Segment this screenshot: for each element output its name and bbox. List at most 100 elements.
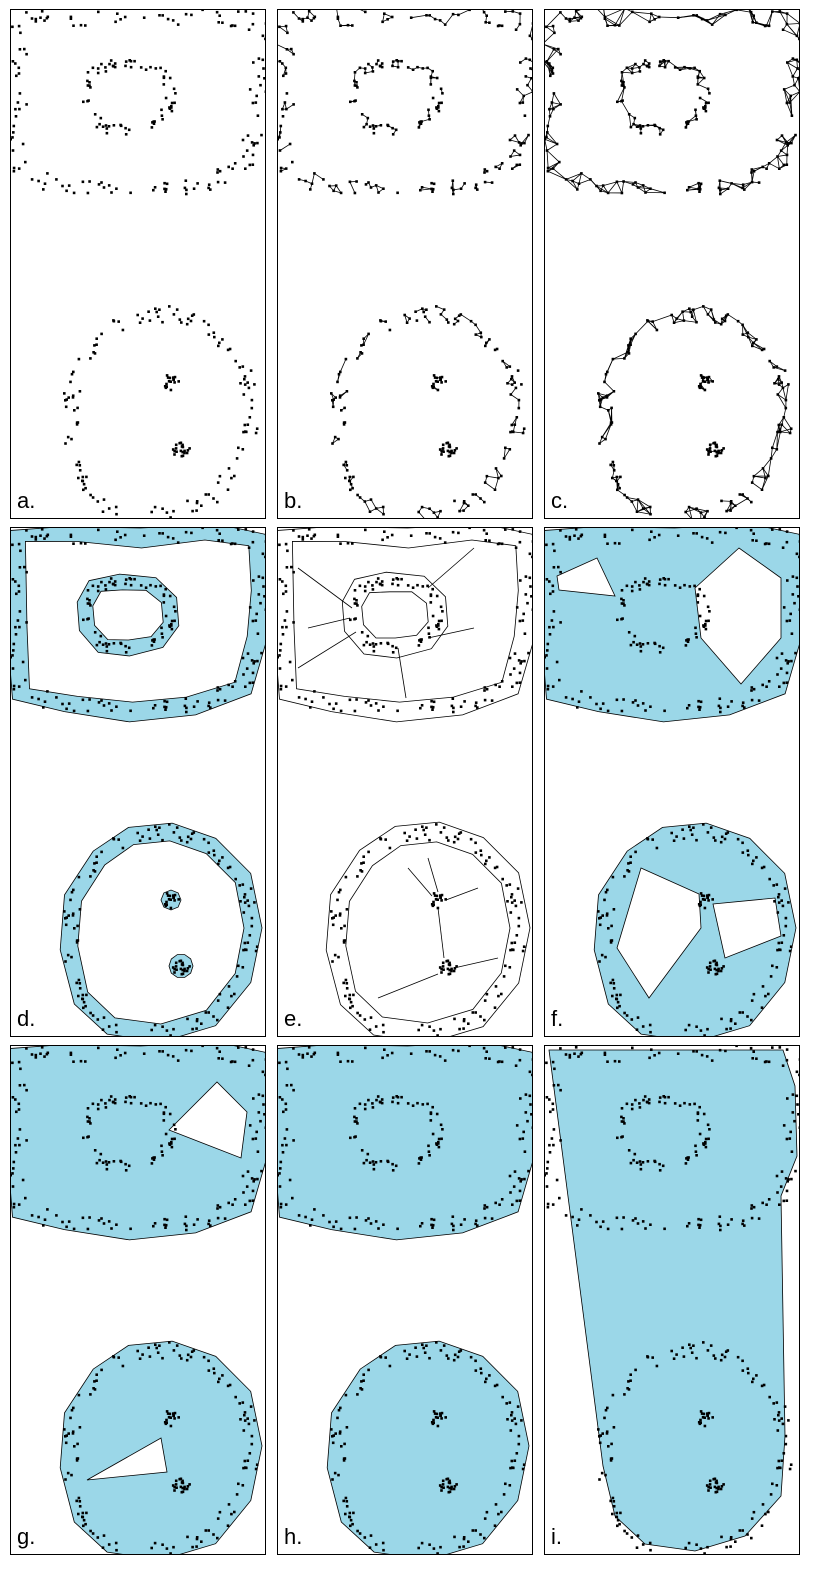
data-point bbox=[707, 381, 710, 384]
data-point bbox=[160, 626, 163, 630]
data-point bbox=[639, 1163, 643, 1166]
data-point bbox=[430, 903, 434, 906]
data-point bbox=[374, 1543, 378, 1546]
data-point bbox=[278, 60, 282, 63]
data-point bbox=[683, 1101, 686, 1105]
data-point bbox=[419, 1224, 422, 1228]
graph-edge bbox=[792, 58, 799, 63]
data-point bbox=[772, 884, 775, 887]
data-point bbox=[207, 1369, 211, 1372]
data-point bbox=[207, 704, 210, 708]
data-point bbox=[363, 1536, 367, 1539]
data-point bbox=[463, 700, 466, 703]
data-point bbox=[767, 680, 771, 683]
data-point bbox=[706, 1412, 709, 1415]
data-point bbox=[356, 493, 359, 497]
data-point bbox=[708, 92, 711, 95]
data-point bbox=[391, 64, 394, 68]
data-point bbox=[648, 1056, 651, 1060]
data-point bbox=[141, 1353, 144, 1356]
data-point bbox=[686, 706, 689, 710]
data-point bbox=[651, 320, 654, 323]
data-point bbox=[485, 14, 488, 17]
data-point bbox=[510, 895, 513, 899]
data-point bbox=[510, 1459, 514, 1463]
data-point bbox=[346, 23, 350, 27]
data-point bbox=[437, 1137, 441, 1141]
graph-edge bbox=[546, 61, 554, 74]
data-point bbox=[517, 924, 521, 928]
data-point bbox=[124, 578, 128, 581]
data-point bbox=[246, 652, 250, 655]
data-point bbox=[633, 1152, 637, 1156]
data-point bbox=[306, 1052, 309, 1055]
data-point bbox=[279, 1205, 283, 1209]
data-point bbox=[793, 601, 796, 605]
data-point bbox=[227, 467, 231, 470]
data-point bbox=[794, 133, 797, 137]
data-point bbox=[641, 1220, 645, 1223]
data-point bbox=[467, 1540, 470, 1543]
graph-edge bbox=[279, 143, 291, 151]
data-point bbox=[755, 1057, 758, 1060]
data-point bbox=[107, 1543, 111, 1546]
data-point bbox=[428, 636, 431, 639]
data-point bbox=[89, 875, 92, 878]
data-point bbox=[355, 81, 358, 84]
data-point bbox=[616, 1524, 619, 1528]
data-point bbox=[441, 92, 444, 95]
data-point bbox=[639, 127, 643, 130]
data-point bbox=[684, 510, 687, 514]
graph-edge bbox=[776, 432, 778, 450]
data-point bbox=[226, 1384, 230, 1388]
data-point bbox=[788, 949, 792, 953]
data-point bbox=[70, 437, 73, 441]
data-point bbox=[638, 66, 641, 69]
data-point bbox=[253, 660, 256, 663]
data-point bbox=[371, 1106, 375, 1109]
data-point bbox=[432, 382, 435, 386]
data-point bbox=[201, 1046, 204, 1048]
data-point bbox=[763, 24, 767, 28]
data-point bbox=[767, 24, 771, 28]
data-point bbox=[551, 542, 555, 546]
data-point bbox=[707, 1137, 710, 1141]
data-point bbox=[207, 493, 210, 496]
graph-edge bbox=[748, 10, 754, 23]
panel-i-graphic bbox=[545, 1046, 799, 1554]
data-point bbox=[445, 1354, 449, 1357]
data-point bbox=[605, 1430, 609, 1433]
data-point bbox=[279, 124, 283, 128]
data-point bbox=[86, 589, 90, 592]
data-point bbox=[37, 697, 40, 701]
data-point bbox=[133, 1095, 136, 1099]
data-point bbox=[93, 862, 96, 865]
data-point bbox=[705, 19, 709, 22]
data-point bbox=[104, 70, 108, 73]
data-point bbox=[672, 1357, 676, 1360]
data-point bbox=[366, 1152, 370, 1156]
data-point bbox=[653, 641, 656, 645]
data-point bbox=[601, 702, 605, 705]
data-point bbox=[452, 188, 455, 192]
data-point bbox=[768, 359, 771, 363]
data-point bbox=[500, 1060, 504, 1064]
data-point bbox=[241, 883, 245, 886]
data-point bbox=[442, 968, 445, 971]
data-point bbox=[551, 1060, 555, 1064]
data-point bbox=[598, 1435, 601, 1438]
data-point bbox=[502, 1493, 506, 1496]
data-point bbox=[448, 445, 452, 449]
data-point bbox=[755, 856, 758, 859]
data-point bbox=[113, 1098, 117, 1101]
data-point bbox=[724, 1350, 728, 1353]
data-point bbox=[362, 643, 366, 647]
data-point bbox=[612, 469, 616, 472]
data-point bbox=[386, 1159, 389, 1163]
data-point bbox=[629, 861, 632, 864]
outline-inner bbox=[345, 841, 511, 1024]
data-point bbox=[221, 1374, 224, 1377]
data-point bbox=[621, 99, 624, 102]
data-point bbox=[438, 1484, 442, 1487]
data-point bbox=[607, 409, 610, 412]
